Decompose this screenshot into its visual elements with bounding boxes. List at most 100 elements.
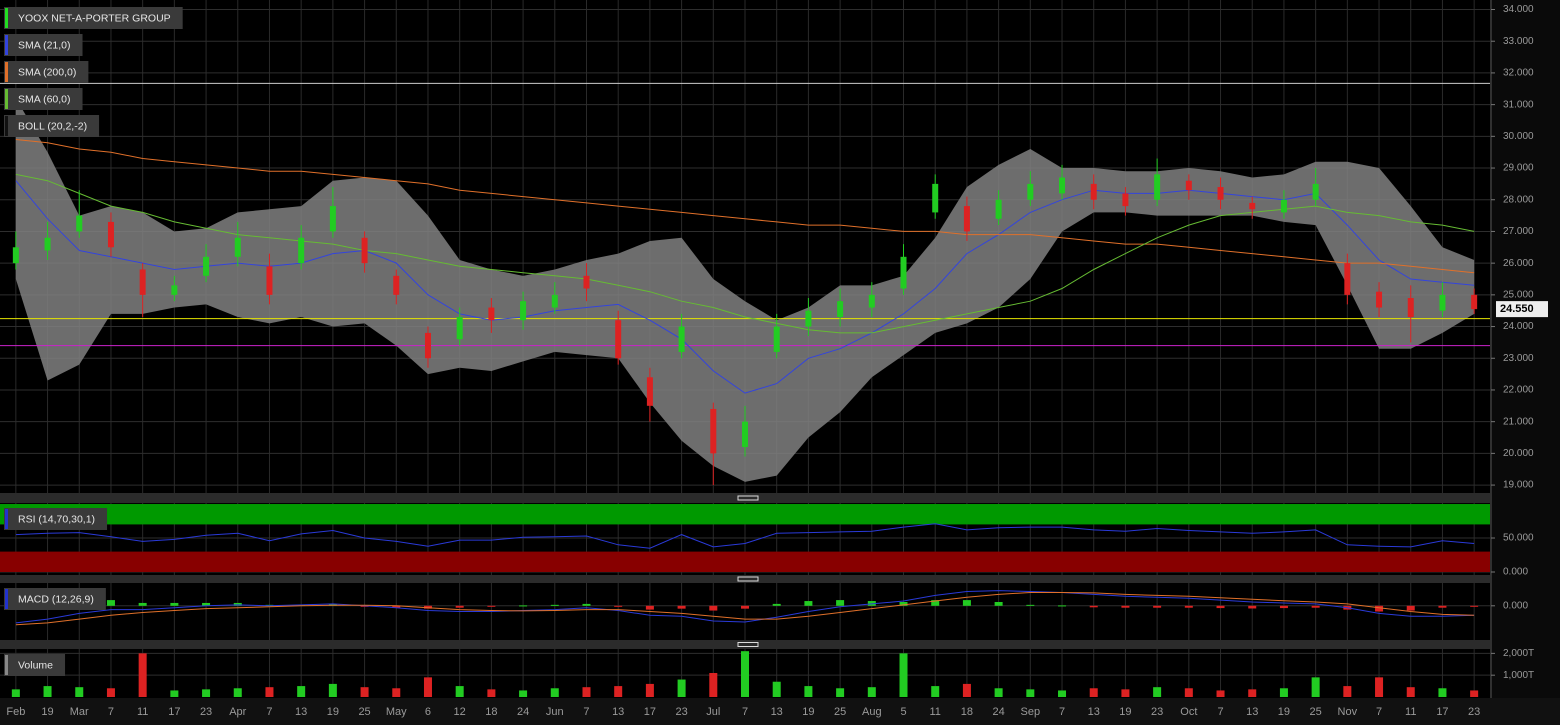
volume-bar bbox=[645, 683, 654, 697]
histogram-bar bbox=[582, 603, 591, 606]
legend-swatch bbox=[5, 116, 8, 136]
x-tick-label: 25 bbox=[834, 706, 846, 718]
y-tick-label: 34.000 bbox=[1503, 4, 1534, 15]
sma-line bbox=[15, 139, 1475, 274]
x-tick-label: 7 bbox=[1376, 706, 1382, 718]
x-tick-label: 11 bbox=[930, 706, 941, 718]
volume-bar bbox=[43, 686, 52, 697]
x-tick-label: 24 bbox=[992, 706, 1004, 718]
histogram-bar bbox=[1406, 605, 1415, 611]
candle-body bbox=[1217, 187, 1224, 200]
candle-body bbox=[963, 206, 970, 232]
candle-body bbox=[1059, 177, 1066, 194]
histogram-bar bbox=[1058, 605, 1067, 607]
volume-bar bbox=[170, 690, 179, 697]
x-tick-label: 5 bbox=[900, 706, 906, 718]
rsi-zone bbox=[0, 504, 1490, 525]
x-tick-label: 23 bbox=[1468, 706, 1480, 718]
candle-body bbox=[266, 266, 273, 295]
volume-bar bbox=[328, 683, 337, 697]
histogram-bar bbox=[1279, 605, 1288, 609]
volume-bar bbox=[931, 686, 940, 697]
x-tick-label: Apr bbox=[229, 706, 246, 718]
histogram-bar bbox=[519, 605, 528, 607]
y-tick-label: 33.000 bbox=[1503, 36, 1534, 47]
legend-label: SMA (21,0) bbox=[18, 39, 71, 51]
last-price-box bbox=[1496, 301, 1548, 318]
x-tick-label: 19 bbox=[1278, 706, 1290, 718]
x-tick-label: 25 bbox=[1310, 706, 1322, 718]
candle-body bbox=[900, 256, 907, 289]
legend-swatch bbox=[5, 589, 8, 609]
candle-body bbox=[868, 294, 875, 308]
legend-item: SMA (60,0) bbox=[4, 88, 83, 110]
candle-body bbox=[1249, 202, 1256, 210]
x-tick-label: 19 bbox=[41, 706, 53, 718]
panel-separator bbox=[0, 575, 1560, 583]
candle-body bbox=[1154, 174, 1161, 200]
x-tick-label: 7 bbox=[108, 706, 114, 718]
x-tick-label: May bbox=[386, 706, 407, 718]
x-tick-label: 6 bbox=[425, 706, 431, 718]
histogram-bar bbox=[614, 605, 623, 607]
histogram-bar bbox=[741, 605, 749, 609]
candle-body bbox=[742, 421, 748, 448]
y-tick-label: 26.000 bbox=[1503, 258, 1534, 269]
volume-bar bbox=[836, 688, 845, 697]
legend-label: Volume bbox=[18, 659, 53, 671]
y-tick-label: 20.000 bbox=[1503, 448, 1534, 459]
histogram-bar bbox=[106, 600, 115, 606]
volume-bar bbox=[582, 687, 591, 697]
candle-body bbox=[298, 237, 305, 264]
y-tick-label: 25.000 bbox=[1503, 289, 1534, 300]
legend-item: SMA (21,0) bbox=[4, 34, 83, 56]
x-tick-label: 23 bbox=[1151, 706, 1163, 718]
volume-bar bbox=[1184, 688, 1193, 697]
candle-body bbox=[171, 285, 178, 295]
histogram-bar bbox=[550, 604, 559, 606]
y-tick-label: 19.000 bbox=[1503, 480, 1534, 491]
histogram-bar bbox=[360, 605, 369, 607]
histogram-bar bbox=[138, 602, 147, 606]
volume-bar bbox=[423, 677, 432, 697]
x-tick-label: 25 bbox=[358, 706, 370, 718]
volume-bar bbox=[899, 653, 908, 697]
candle-body bbox=[710, 408, 717, 454]
x-tick-label: 7 bbox=[583, 706, 589, 718]
x-tick-label: 11 bbox=[137, 706, 148, 718]
candle-body bbox=[329, 206, 336, 232]
histogram-bar bbox=[899, 602, 908, 606]
panel-separator bbox=[0, 493, 1560, 503]
volume-bar bbox=[614, 686, 623, 697]
volume-bar bbox=[1026, 689, 1035, 697]
bollinger-band bbox=[15, 98, 1475, 482]
candle-body bbox=[520, 301, 527, 321]
legend-box bbox=[4, 34, 83, 56]
candle-body bbox=[1344, 263, 1351, 295]
legend-box bbox=[4, 115, 100, 137]
candle-body bbox=[12, 247, 19, 264]
candle-body bbox=[583, 275, 590, 289]
volume-bar bbox=[709, 673, 718, 697]
resize-handle bbox=[737, 576, 759, 582]
legend-swatch bbox=[5, 62, 8, 82]
x-tick-label: 19 bbox=[327, 706, 339, 718]
x-tick-label: 23 bbox=[200, 706, 212, 718]
y-tick-label: 23.000 bbox=[1503, 353, 1534, 364]
candle-body bbox=[424, 332, 431, 359]
histogram-bar bbox=[1470, 605, 1479, 607]
legend-swatch bbox=[5, 35, 8, 55]
volume-bar bbox=[1406, 687, 1415, 697]
x-tick-label: 13 bbox=[1088, 706, 1100, 718]
histogram-bar bbox=[1184, 605, 1193, 608]
candle-body bbox=[76, 215, 83, 232]
histogram-bar bbox=[455, 605, 464, 608]
candle-body bbox=[773, 326, 780, 352]
volume-bar bbox=[233, 688, 242, 697]
histogram-bar bbox=[1438, 605, 1447, 608]
x-tick-label: 18 bbox=[485, 706, 497, 718]
volume-bar bbox=[1153, 687, 1162, 697]
candle-body bbox=[1027, 183, 1034, 200]
volume-bar bbox=[265, 687, 274, 697]
candle-body bbox=[1471, 294, 1478, 310]
